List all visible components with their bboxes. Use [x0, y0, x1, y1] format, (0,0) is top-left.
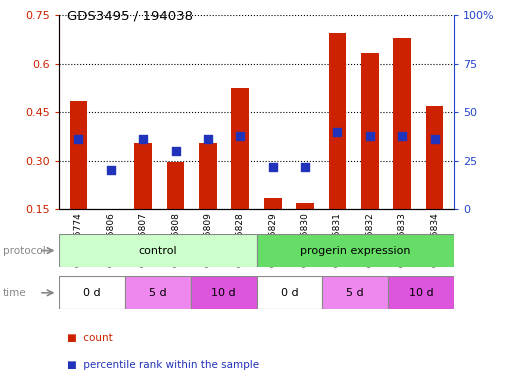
Point: [236, 132, 244, 139]
Text: GDS3495 / 194038: GDS3495 / 194038: [67, 10, 193, 23]
Text: ■  count: ■ count: [67, 333, 112, 343]
Text: protocol: protocol: [3, 245, 45, 256]
Point: [139, 136, 147, 142]
Bar: [191, 276, 256, 309]
Bar: [322, 276, 388, 309]
Bar: [256, 276, 322, 309]
Text: 0 d: 0 d: [83, 288, 101, 298]
Bar: [134, 143, 152, 209]
Text: 10 d: 10 d: [409, 288, 433, 298]
Text: 0 d: 0 d: [281, 288, 298, 298]
Text: control: control: [139, 245, 177, 256]
Bar: [125, 276, 191, 309]
Point: [107, 167, 115, 174]
Point: [398, 132, 406, 139]
Point: [333, 129, 342, 135]
Text: progerin expression: progerin expression: [300, 245, 410, 256]
Bar: [264, 198, 282, 209]
Bar: [361, 53, 379, 209]
Point: [430, 136, 439, 142]
Point: [74, 136, 83, 142]
Bar: [167, 162, 185, 209]
Bar: [256, 234, 454, 267]
Point: [301, 164, 309, 170]
Bar: [231, 88, 249, 209]
Bar: [388, 276, 454, 309]
Bar: [59, 234, 256, 267]
Bar: [70, 101, 87, 209]
Bar: [199, 143, 217, 209]
Text: ■  percentile rank within the sample: ■ percentile rank within the sample: [67, 360, 259, 370]
Bar: [328, 33, 346, 209]
Point: [269, 164, 277, 170]
Bar: [393, 38, 411, 209]
Point: [204, 136, 212, 142]
Bar: [59, 276, 125, 309]
Text: 5 d: 5 d: [346, 288, 364, 298]
Point: [171, 148, 180, 154]
Text: 5 d: 5 d: [149, 288, 167, 298]
Bar: [426, 106, 443, 209]
Bar: [296, 204, 314, 209]
Point: [366, 132, 374, 139]
Text: time: time: [3, 288, 26, 298]
Text: 10 d: 10 d: [211, 288, 236, 298]
